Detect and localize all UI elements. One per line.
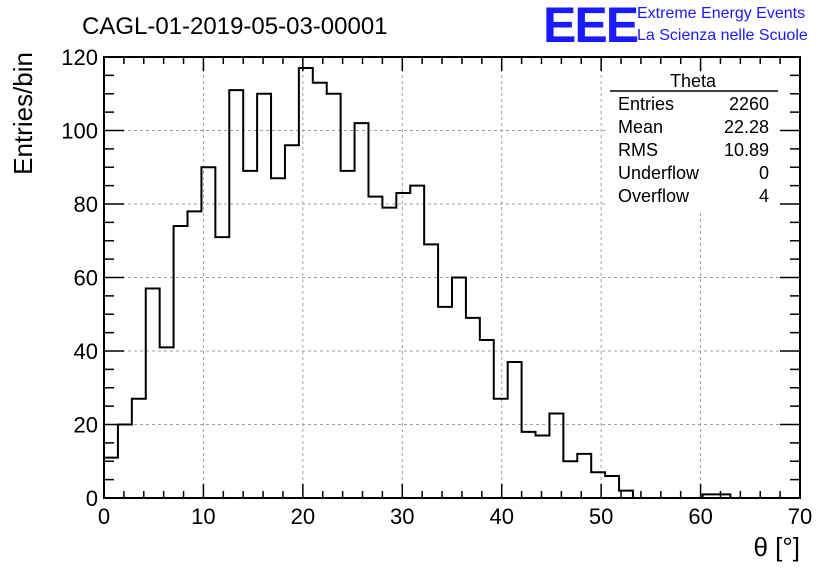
stats-row-label: Mean	[618, 117, 663, 137]
histogram-bin	[508, 362, 522, 498]
grid	[104, 57, 800, 498]
histogram-bin	[466, 318, 480, 498]
x-tick-label: 40	[489, 504, 513, 529]
histogram-bin	[188, 211, 202, 498]
histogram-bin	[104, 458, 118, 498]
x-tick-label: 60	[688, 504, 712, 529]
histogram-bin	[522, 432, 536, 498]
stats-row-label: RMS	[618, 140, 658, 160]
logo: EEE Extreme Energy Events La Scienza nel…	[543, 0, 808, 53]
histogram-bin	[410, 186, 424, 498]
histogram-bin	[536, 436, 550, 498]
histogram-bin	[382, 208, 396, 498]
stats-row-label: Entries	[618, 94, 674, 114]
histogram-bin	[285, 145, 299, 498]
y-tick-label: 20	[74, 413, 98, 438]
histogram-bin	[174, 226, 188, 498]
logo-line2: La Scienza nelle Scuole	[637, 27, 808, 44]
chart-title: CAGL-01-2019-05-03-00001	[82, 13, 388, 40]
histogram-bin	[368, 197, 382, 498]
histogram-bin	[494, 399, 508, 498]
stats-row-label: Underflow	[618, 163, 700, 183]
y-tick-label: 60	[74, 266, 98, 291]
histogram-bin	[146, 289, 160, 498]
histogram-bin	[271, 178, 285, 498]
stats-row-value: 0	[759, 163, 769, 183]
histogram-bin	[355, 123, 369, 498]
y-tick-label: 80	[74, 192, 98, 217]
stats-rows: Entries 2260 Mean 22.28 RMS 10.89 Underflow 0 Ov…	[618, 94, 769, 206]
y-tick-label: 0	[86, 486, 98, 511]
x-tick-label: 0	[98, 504, 110, 529]
x-tick-label: 50	[589, 504, 613, 529]
x-tick-label: 10	[191, 504, 215, 529]
y-tick-label: 40	[74, 339, 98, 364]
x-tick-label: 30	[390, 504, 414, 529]
histogram-bin	[480, 340, 494, 498]
histogram-bin	[327, 94, 341, 498]
histogram-bin	[605, 476, 619, 498]
histogram-bin	[591, 472, 605, 498]
stats-row-value: 10.89	[724, 140, 769, 160]
histogram-bin	[577, 454, 591, 498]
histogram-bin	[132, 399, 146, 498]
histogram-bin	[257, 94, 271, 498]
x-tick-label: 20	[291, 504, 315, 529]
histogram-bin	[160, 347, 174, 498]
histogram-outline	[103, 67, 800, 499]
y-axis-title: Entries/bin	[8, 52, 38, 175]
stats-row-value: 4	[759, 186, 769, 206]
x-tick-label: 70	[788, 504, 812, 529]
stats-box: Theta Entries 2260 Mean 22.28 RMS 10.89 Underf…	[608, 71, 780, 210]
logo-mark: EEE	[543, 0, 638, 53]
histogram-bin	[549, 413, 563, 498]
histogram-bin	[341, 171, 355, 498]
histogram-bin	[243, 171, 257, 498]
histogram-bin	[396, 193, 410, 498]
y-tick-label: 120	[61, 45, 98, 70]
histogram-bin	[438, 307, 452, 498]
x-axis-title: θ [°]	[753, 532, 800, 562]
histogram-bin	[563, 461, 577, 498]
histogram-bin	[313, 83, 327, 498]
stats-row-label: Overflow	[618, 186, 690, 206]
histogram-bin	[452, 278, 466, 499]
stats-row-value: 2260	[729, 94, 769, 114]
logo-line1: Extreme Energy Events	[637, 5, 805, 22]
histogram-bin	[424, 244, 438, 498]
histogram-bin	[299, 68, 313, 498]
histogram-bin	[229, 90, 243, 498]
axis-ticks	[103, 56, 801, 499]
histogram-bin	[215, 237, 229, 498]
y-tick-label: 100	[61, 119, 98, 144]
histogram-bin	[118, 425, 132, 499]
stats-title: Theta	[670, 71, 717, 91]
stats-box-bg	[608, 72, 780, 210]
stats-row-value: 22.28	[724, 117, 769, 137]
